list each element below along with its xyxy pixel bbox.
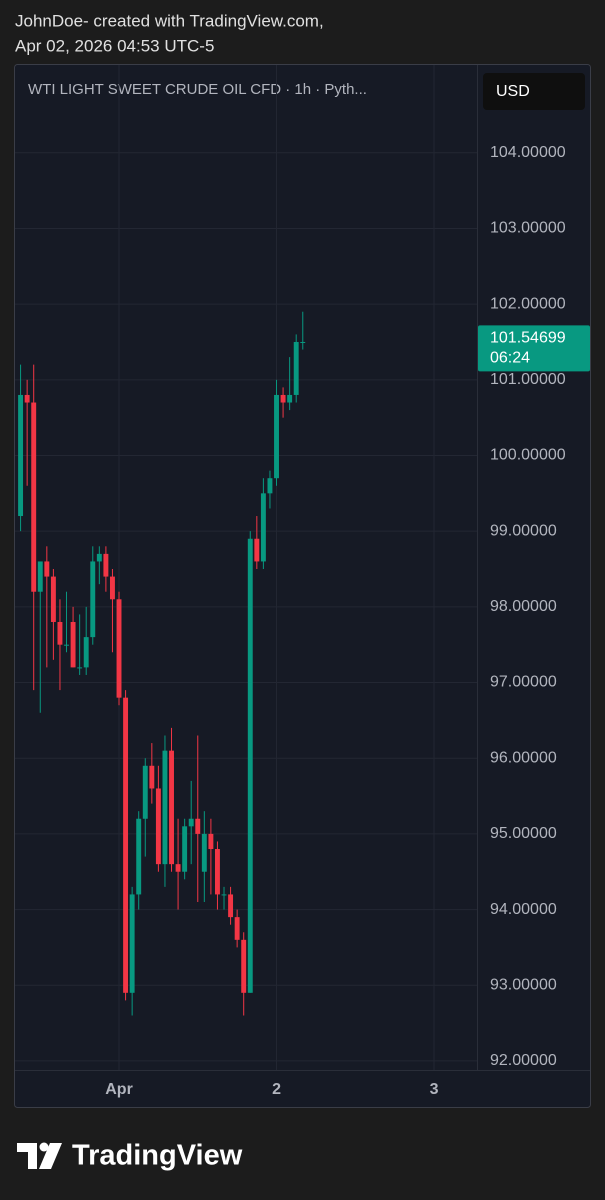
candle-body [208,833,214,850]
y-tick-label: 104.00000 [490,144,566,161]
last-price-label: 101.54699 [490,330,566,347]
y-tick-label: 94.00000 [490,901,557,918]
candle-body [300,341,306,343]
candle-body [96,553,102,562]
y-tick-label: 99.00000 [490,522,557,539]
currency-label: USD [496,83,530,100]
candle-body [182,826,188,872]
y-tick-label: 95.00000 [490,825,557,842]
candle-body [195,818,201,834]
candle-body [116,599,122,698]
y-tick-label: 100.00000 [490,447,566,464]
candle-body [103,553,109,577]
candle-body [37,561,43,592]
last-price-marker [478,325,590,372]
candle-body [31,402,37,592]
chart-title: WTI LIGHT SWEET CRUDE OIL CFD · 1h · Pyt… [28,81,367,98]
brand: TradingView [72,1140,243,1172]
candle-body [293,341,299,395]
candle-body [280,394,286,403]
candle-body [123,697,129,993]
candle-body [247,538,253,993]
candle-body [136,818,142,895]
candle-body [274,394,279,479]
candle-body [221,894,227,896]
candle-body [149,765,155,789]
candle-body [287,394,293,403]
candle-body [188,818,194,827]
candle-body [260,493,266,562]
y-tick-label: 96.00000 [490,749,557,766]
currency-button[interactable] [483,73,585,110]
candle-body [142,765,148,819]
countdown-label: 06:24 [490,350,530,367]
candle-body [64,644,69,646]
x-tick-label: 2 [272,1081,281,1098]
header-line: Apr 02, 2026 04:53 UTC-5 [15,36,214,55]
candle-body [234,917,240,940]
candle-body [175,864,181,872]
candle-body [267,478,273,494]
header-line: JohnDoe- created with TradingView.com, [15,11,324,30]
y-tick-label: 93.00000 [490,976,557,993]
candle-body [70,621,76,668]
candle-body [44,561,50,577]
y-tick-label: 98.00000 [490,598,557,615]
candle-body [129,894,135,993]
candle-body [254,538,260,562]
candle-body [50,576,56,622]
candle-body [90,561,96,638]
candle-body [57,621,63,645]
y-tick-label: 92.00000 [490,1052,557,1069]
grid [15,65,477,1070]
candle-body [18,394,24,517]
candle-body [162,750,168,865]
x-tick-label: Apr [105,1081,133,1098]
candle-body [169,750,174,865]
candle-body [241,939,247,993]
y-tick-label: 103.00000 [490,220,566,237]
candle-body [83,637,89,668]
candle-body [228,894,234,918]
x-tick-label: 3 [430,1081,439,1098]
candle-body [109,576,115,600]
candle-body [201,833,207,872]
candle-body [77,667,83,669]
candle-body [214,849,220,895]
logo [17,1142,62,1169]
y-tick-label: 101.00000 [490,371,566,388]
y-tick-label: 97.00000 [490,674,557,691]
candle-body [155,788,161,865]
candle-body [24,394,30,403]
y-tick-label: 102.00000 [490,295,566,312]
